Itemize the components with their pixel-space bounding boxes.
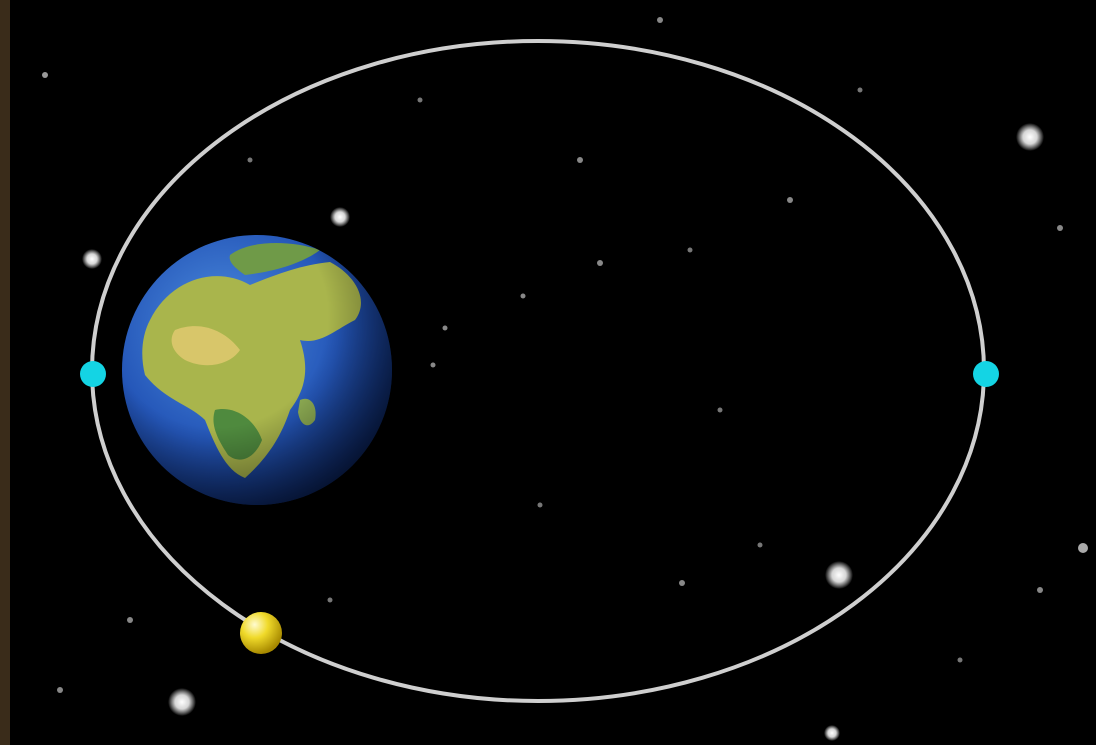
star bbox=[687, 247, 693, 253]
earth bbox=[122, 235, 392, 505]
star bbox=[1037, 587, 1043, 593]
star bbox=[430, 362, 436, 368]
star bbox=[657, 17, 663, 23]
star bbox=[577, 157, 583, 163]
star bbox=[597, 260, 603, 266]
star bbox=[537, 502, 543, 508]
earth-shading bbox=[122, 235, 392, 505]
star bbox=[757, 542, 763, 548]
star bbox=[717, 407, 723, 413]
star bbox=[327, 597, 333, 603]
apsis-marker-left bbox=[80, 361, 106, 387]
star bbox=[824, 725, 840, 741]
star bbox=[57, 687, 63, 693]
stars bbox=[42, 17, 1088, 741]
left-edge bbox=[0, 0, 10, 745]
star bbox=[82, 249, 102, 269]
star bbox=[957, 657, 963, 663]
star bbox=[857, 87, 863, 93]
star bbox=[1057, 225, 1063, 231]
star bbox=[825, 561, 853, 589]
star bbox=[520, 293, 526, 299]
star bbox=[417, 97, 423, 103]
star bbox=[442, 325, 448, 331]
star bbox=[330, 207, 350, 227]
star bbox=[1016, 123, 1044, 151]
star bbox=[168, 688, 196, 716]
apsis-marker-right bbox=[973, 361, 999, 387]
star bbox=[1078, 543, 1088, 553]
star bbox=[42, 72, 48, 78]
star bbox=[247, 157, 253, 163]
satellite bbox=[240, 612, 282, 654]
star bbox=[679, 580, 685, 586]
star bbox=[127, 617, 133, 623]
star bbox=[787, 197, 793, 203]
